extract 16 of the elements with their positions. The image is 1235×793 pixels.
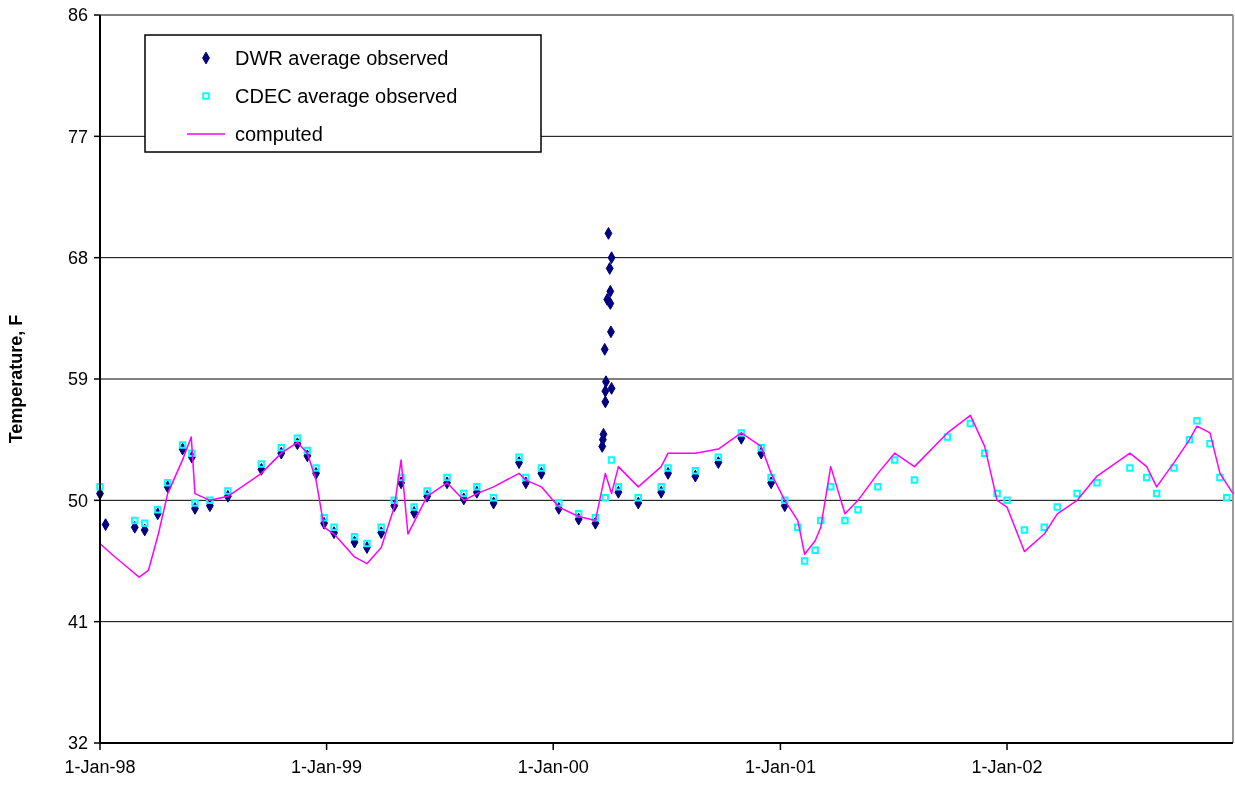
y-tick-label: 59	[67, 369, 88, 390]
x-tick-label: 1-Jan-00	[517, 757, 589, 777]
y-tick-label: 86	[67, 5, 88, 26]
x-tick-label: 1-Jan-02	[971, 757, 1043, 777]
x-tick-label: 1-Jan-01	[744, 757, 816, 777]
y-tick-label: 41	[67, 611, 88, 632]
x-tick-label: 1-Jan-98	[64, 757, 136, 777]
y-axis-title: Temperature, F	[6, 314, 26, 444]
y-tick-label: 50	[67, 490, 88, 511]
y-tick-label: 68	[67, 247, 88, 268]
legend-label: computed	[235, 123, 323, 145]
legend-label: DWR average observed	[235, 47, 449, 69]
y-tick-label: 77	[67, 126, 88, 147]
x-tick-label: 1-Jan-99	[291, 757, 363, 777]
legend-label: CDEC average observed	[235, 85, 458, 107]
y-tick-label: 32	[67, 733, 88, 754]
